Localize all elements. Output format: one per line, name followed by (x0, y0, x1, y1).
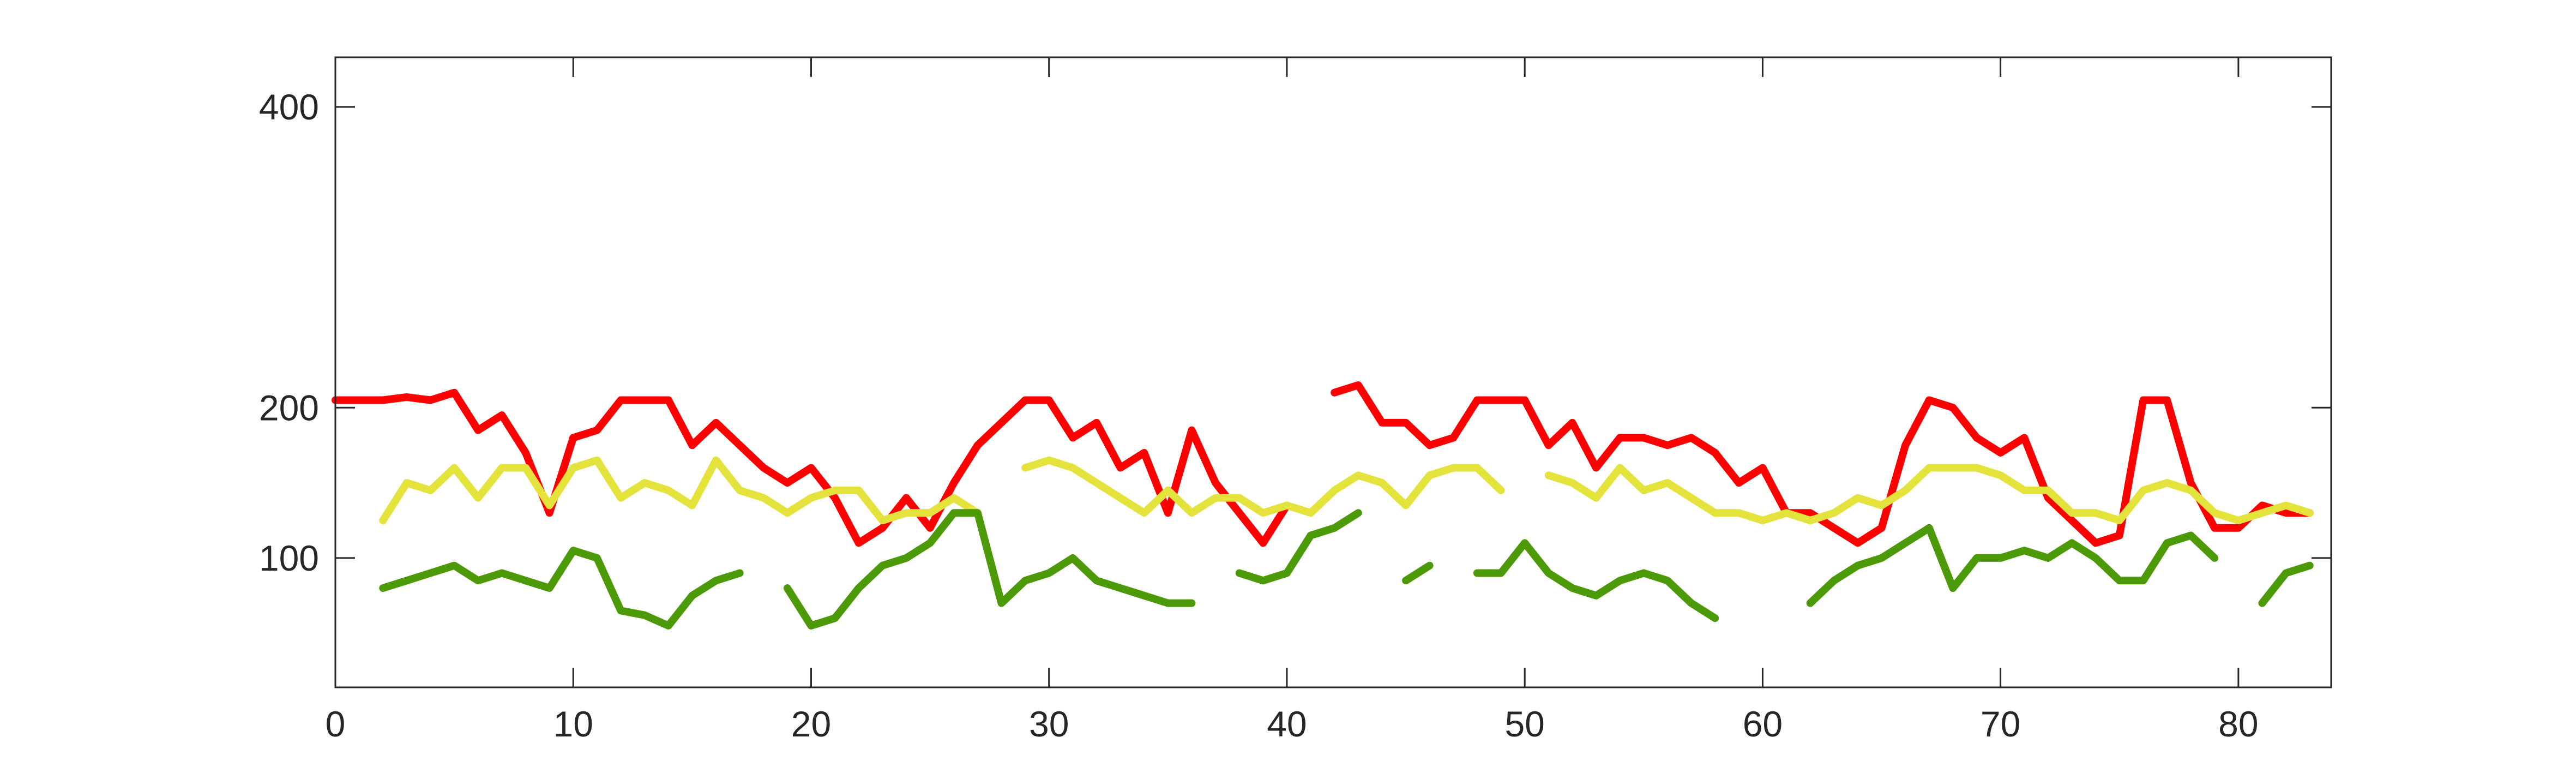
x-tick-label: 60 (1743, 704, 1783, 744)
data-line (1544, 464, 2314, 525)
data-line (379, 456, 982, 525)
x-tick-label: 20 (791, 704, 831, 744)
y-tick-label: 200 (259, 387, 319, 428)
data-line (2258, 561, 2314, 607)
x-tick-label: 10 (553, 704, 593, 744)
x-tick-label: 0 (326, 704, 346, 744)
x-tick-label: 50 (1504, 704, 1544, 744)
data-line (332, 388, 1291, 547)
x-tick-label: 30 (1029, 704, 1069, 744)
data-line (1806, 524, 2219, 607)
x-tick-label: 40 (1267, 704, 1307, 744)
plot-frame (334, 56, 2332, 688)
x-tick-label: 70 (1981, 704, 2020, 744)
data-line (1235, 509, 1362, 585)
x-tick-label: 80 (2218, 704, 2258, 744)
y-tick-label: 400 (259, 87, 319, 127)
data-line (1021, 456, 1505, 517)
data-line (1473, 539, 1719, 622)
data-line (379, 547, 744, 630)
data-line (783, 509, 1196, 630)
data-line (1402, 561, 1434, 585)
y-tick-label: 100 (259, 538, 319, 578)
